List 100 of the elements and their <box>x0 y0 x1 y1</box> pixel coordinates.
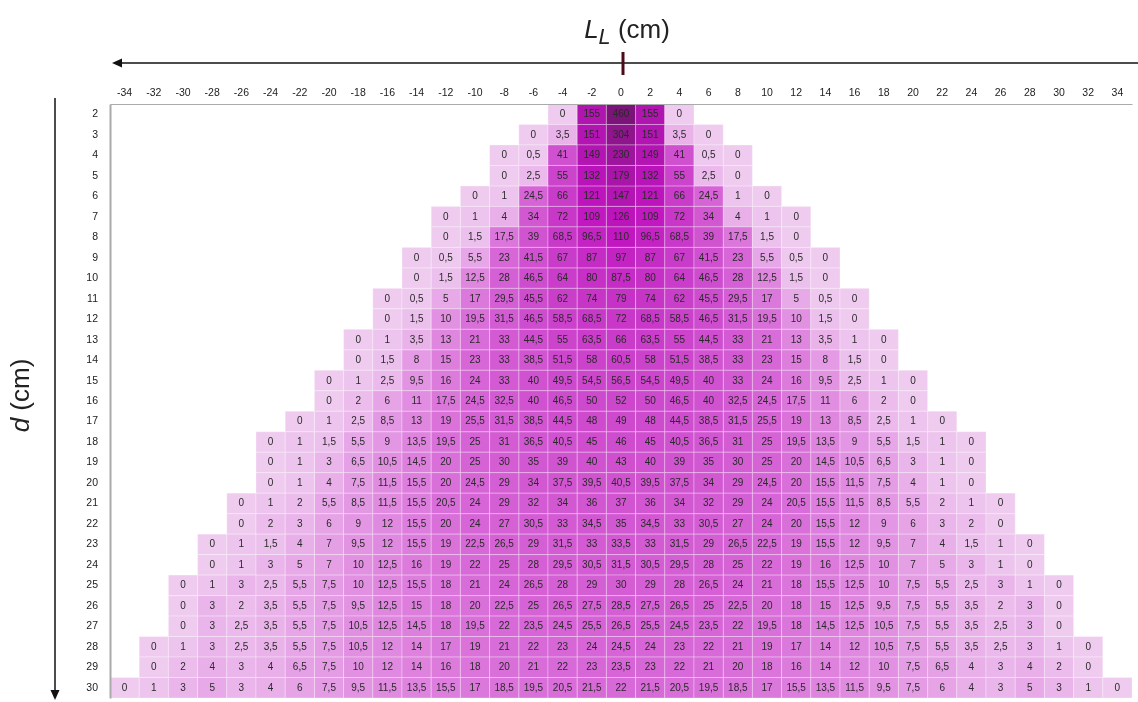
data-label: 7,5 <box>322 681 337 693</box>
data-label: 3 <box>997 681 1004 693</box>
data-label: 22 <box>732 620 744 632</box>
data-label: 7 <box>326 558 333 570</box>
data-label: 1 <box>939 476 946 488</box>
data-label: 1 <box>881 374 888 386</box>
data-label: 66 <box>673 190 686 202</box>
data-label: 19,5 <box>757 313 778 325</box>
data-label: 126 <box>612 210 630 222</box>
data-label: 15,5 <box>406 538 427 550</box>
data-label: 30 <box>732 456 744 468</box>
y-tick-label: 20 <box>86 475 99 488</box>
data-label: 19,5 <box>786 435 807 447</box>
data-label: 0 <box>267 476 274 488</box>
data-label: 22 <box>469 558 481 570</box>
data-label: 15,5 <box>815 476 836 488</box>
data-label: 68,5 <box>582 313 602 325</box>
data-label: 24,5 <box>523 190 544 202</box>
data-label: 2,5 <box>847 374 862 386</box>
data-label: 5 <box>209 681 216 693</box>
data-label: 110 <box>613 231 630 243</box>
y-tick-label: 16 <box>86 394 99 406</box>
data-label: 39 <box>673 456 686 468</box>
data-label: 155 <box>641 108 659 120</box>
data-label: 1 <box>764 210 771 222</box>
data-label: 24 <box>644 640 657 652</box>
data-label: 6 <box>910 517 917 529</box>
data-label: 1,5 <box>380 354 395 366</box>
data-label: 31,5 <box>494 313 515 325</box>
data-label: 63,5 <box>582 333 602 345</box>
y-tick-label: 11 <box>87 291 99 304</box>
data-label: 2 <box>355 395 362 406</box>
data-label: 3,5 <box>964 599 979 611</box>
data-label: 19,5 <box>436 435 456 447</box>
data-label: 12 <box>381 538 394 550</box>
data-label: 3,5 <box>964 640 979 652</box>
data-label: 36,5 <box>523 435 544 447</box>
data-label: 18 <box>440 599 452 611</box>
data-label: 74 <box>586 292 598 304</box>
data-label: 24,5 <box>757 476 778 488</box>
data-label: 19,5 <box>757 620 778 632</box>
data-label: 22,5 <box>728 599 748 611</box>
x-tick-label: -26 <box>233 86 250 98</box>
data-label: 63,5 <box>640 333 661 345</box>
data-label: 30,5 <box>640 558 661 570</box>
data-label: 15,5 <box>406 476 427 488</box>
data-label: 7,5 <box>322 579 337 591</box>
x-tick-label: 26 <box>994 86 1007 98</box>
data-label: 1 <box>238 538 245 550</box>
data-label: 24,5 <box>465 476 486 488</box>
data-label: 0 <box>939 415 946 427</box>
data-label: 0 <box>384 313 391 325</box>
data-label: 13,5 <box>406 435 427 447</box>
data-label: 13 <box>819 415 832 427</box>
x-tick-label: 18 <box>877 86 890 98</box>
data-label: 20 <box>790 476 803 488</box>
data-label: 7 <box>910 558 917 570</box>
data-label: 32 <box>703 497 715 509</box>
data-label: 21,5 <box>582 681 602 693</box>
data-label: 7,5 <box>906 681 921 693</box>
data-label: 15,5 <box>406 579 427 591</box>
data-label: 29,5 <box>552 558 573 570</box>
data-label: 36,5 <box>698 435 719 447</box>
data-label: 14,5 <box>406 620 427 632</box>
data-label: 46,5 <box>698 272 719 284</box>
data-label: 0 <box>1085 661 1092 673</box>
data-label: 2 <box>939 497 946 509</box>
data-label: 58 <box>644 354 657 366</box>
data-label: 24 <box>586 640 598 652</box>
data-label: 1,5 <box>818 313 833 325</box>
data-label: 45,5 <box>698 292 719 304</box>
x-tick-label: 6 <box>705 86 712 98</box>
data-label: 2 <box>881 395 888 406</box>
y-tick-label: 29 <box>86 660 99 673</box>
y-tick-label: 8 <box>92 230 99 243</box>
data-label: 20,5 <box>436 497 456 509</box>
data-label: 22,5 <box>465 538 486 550</box>
data-label: 0 <box>851 313 858 325</box>
data-label: 40 <box>527 395 540 406</box>
data-label: 18,5 <box>494 681 515 693</box>
data-label: 3 <box>1027 599 1034 611</box>
data-label: 23 <box>732 251 744 263</box>
data-label: 7,5 <box>906 579 921 591</box>
x-tick-label: -10 <box>467 86 483 98</box>
data-label: 16 <box>790 661 803 673</box>
data-label: 15,5 <box>786 681 807 693</box>
data-label: 5,5 <box>322 497 337 509</box>
y-tick-label: 3 <box>92 127 99 140</box>
data-label: 109 <box>583 210 601 222</box>
data-label: 33,5 <box>611 538 632 550</box>
data-label: 5,5 <box>292 599 308 611</box>
data-label: 46,5 <box>523 272 544 284</box>
data-label: 25 <box>469 435 481 447</box>
data-label: 96,5 <box>640 231 661 243</box>
data-label: 20 <box>469 599 481 611</box>
data-label: 15 <box>440 354 452 366</box>
data-label: 40 <box>703 374 715 386</box>
data-label: 1 <box>297 456 304 468</box>
data-label: 0 <box>881 333 888 345</box>
data-label: 27 <box>498 517 511 529</box>
